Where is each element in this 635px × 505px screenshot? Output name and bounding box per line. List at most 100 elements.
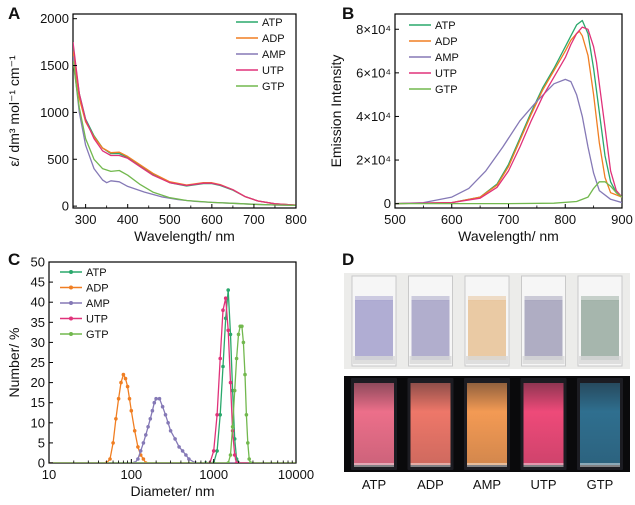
y-tick-label: 20 xyxy=(31,375,45,390)
cuvette-uv-liquid-gtp xyxy=(580,383,620,465)
data-point-gtp xyxy=(226,461,230,463)
legend-label-amp: AMP xyxy=(262,49,286,61)
cuvette-daylight-liquid-atp xyxy=(355,300,393,360)
cuvette-daylight-base-utp xyxy=(522,356,565,364)
data-point-gtp xyxy=(247,457,251,461)
x-tick-label: 800 xyxy=(554,212,576,227)
y-tick-label: 4×10⁴ xyxy=(356,109,391,124)
data-point-gtp xyxy=(246,441,250,445)
y-axis-label: ε/ dm³ mol⁻¹ cm⁻¹ xyxy=(6,55,22,167)
data-point-atp xyxy=(226,288,230,292)
cuvette-uv-base-adp xyxy=(410,463,451,467)
y-axis-label: Emission Intensity xyxy=(328,55,344,168)
cuvette-uv-base-amp xyxy=(467,463,507,467)
panel-a-chart: 300 400 500 600 700 800 0 500 1000 1500 2000 Wavele… xyxy=(6,11,307,244)
cuvette-daylight-liquid-utp xyxy=(524,300,563,360)
data-point-amp xyxy=(184,453,188,457)
data-point-amp xyxy=(163,413,168,417)
data-point-gtp xyxy=(243,372,247,377)
y-tick-label: 25 xyxy=(31,355,45,370)
data-point-adp xyxy=(114,417,118,421)
legend-label-amp: AMP xyxy=(435,52,459,64)
panel-a-letter: A xyxy=(8,4,20,23)
series-group xyxy=(73,42,296,207)
data-point-amp xyxy=(146,425,150,429)
cuvette-daylight-liquid-adp xyxy=(411,300,450,360)
data-point-amp xyxy=(187,457,191,461)
data-point-amp xyxy=(152,400,157,405)
data-point-amp xyxy=(180,449,185,453)
data-point-atp xyxy=(215,449,219,453)
data-point-adp xyxy=(136,445,140,449)
panel-d-letter: D xyxy=(342,250,354,269)
x-axis-label: Wavelength/ nm xyxy=(458,228,559,244)
legend-label-utp: UTP xyxy=(435,68,457,80)
data-point-amp xyxy=(144,433,148,437)
data-point-gtp xyxy=(236,332,241,337)
series-line-amp xyxy=(73,56,296,207)
x-tick-label: 600 xyxy=(201,212,223,227)
data-point-amp xyxy=(173,437,177,441)
data-point-amp xyxy=(154,396,158,401)
data-point-amp xyxy=(150,408,155,413)
data-point-gtp xyxy=(241,340,246,345)
data-point-utp xyxy=(218,356,222,361)
series-line-gtp xyxy=(73,60,296,207)
legend-label-amp: AMP xyxy=(86,298,110,310)
data-point-gtp xyxy=(244,413,249,417)
legend-label-gtp: GTP xyxy=(262,81,285,93)
legend-label-gtp: GTP xyxy=(435,84,458,96)
data-point-amp xyxy=(166,421,170,425)
cuvette-daylight-base-amp xyxy=(466,356,508,364)
data-point-amp xyxy=(177,445,181,449)
x-tick-label: 10000 xyxy=(278,467,314,482)
cuvette-daylight-liquid-amp xyxy=(468,300,506,360)
cuvette-daylight-base-adp xyxy=(409,356,452,364)
data-point-gtp xyxy=(230,425,235,429)
series-group xyxy=(49,288,296,463)
series-line-adp xyxy=(49,373,296,463)
data-point-gtp xyxy=(228,453,233,457)
data-point-utp xyxy=(221,308,225,313)
data-point-adp xyxy=(141,457,146,461)
series-group xyxy=(395,19,622,205)
x-tick-label: 100 xyxy=(120,467,142,482)
data-point-atp xyxy=(218,413,222,417)
y-tick-label: 0 xyxy=(62,199,69,214)
legend-label-utp: UTP xyxy=(86,314,108,326)
cuvette-daylight-base-atp xyxy=(353,356,395,364)
cuvette-label-adp: ADP xyxy=(417,477,444,492)
legend-label-atp: ATP xyxy=(86,267,107,279)
y-tick-label: 40 xyxy=(31,295,45,310)
series-line-atp xyxy=(395,19,622,205)
y-tick-label: 30 xyxy=(31,335,45,350)
panel-d-photos: ATP ADP AMP UTP GTP xyxy=(344,273,630,492)
cuvette-daylight-meniscus-atp xyxy=(355,296,393,301)
cuvette-uv-base-gtp xyxy=(580,463,620,467)
data-point-amp xyxy=(136,457,140,461)
x-tick-label: 400 xyxy=(117,212,139,227)
cuvette-uv-liquid-amp xyxy=(467,383,507,465)
data-point-adp xyxy=(129,408,134,413)
series-line-amp xyxy=(49,398,296,463)
y-tick-label: 1000 xyxy=(40,105,69,120)
x-axis-label: Diameter/ nm xyxy=(130,483,214,499)
data-point-utp xyxy=(226,328,230,333)
cuvette-daylight-meniscus-amp xyxy=(468,296,506,301)
panel-b-letter: B xyxy=(342,4,354,23)
panel-b-chart: 500 600 700 800 900 0 2×10⁴ 4×10⁴ 6×10⁴ 8×10⁴ Wave… xyxy=(328,13,633,244)
data-point-atp xyxy=(228,332,233,337)
y-tick-label: 0 xyxy=(384,196,391,211)
series-line-gtp xyxy=(49,325,296,463)
data-point-gtp xyxy=(240,324,244,329)
data-point-adp xyxy=(116,396,121,401)
data-point-utp xyxy=(234,461,239,463)
cuvette-label-gtp: GTP xyxy=(587,477,614,492)
cuvette-daylight-liquid-gtp xyxy=(581,300,619,360)
data-point-utp xyxy=(223,296,228,301)
y-tick-label: 2×10⁴ xyxy=(356,153,391,168)
series-line-amp xyxy=(395,78,622,205)
data-point-amp xyxy=(138,449,143,453)
y-tick-label: 500 xyxy=(47,152,69,167)
